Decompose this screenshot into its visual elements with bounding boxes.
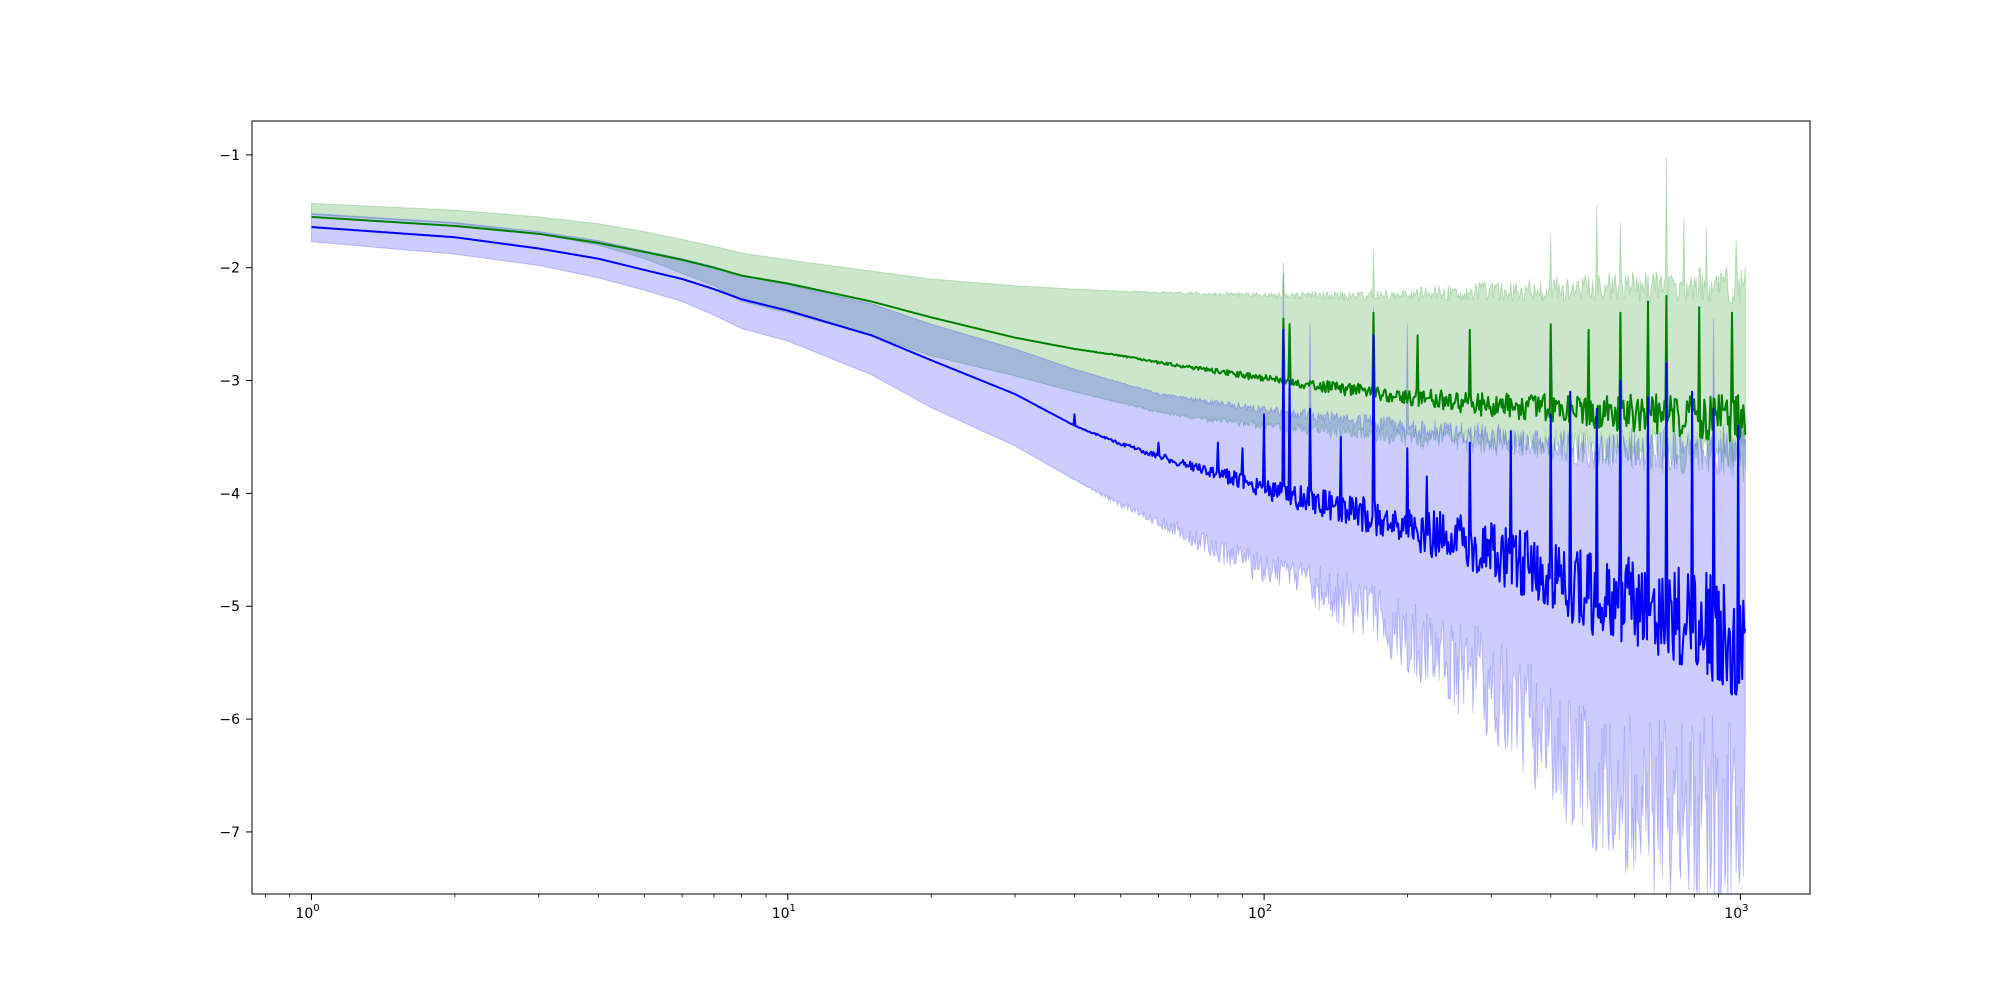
y-tick-label: −7 bbox=[219, 825, 240, 841]
y-tick-label: −4 bbox=[219, 486, 240, 502]
y-tick-label: −1 bbox=[219, 148, 240, 164]
x-tick-base: 10 bbox=[1724, 906, 1742, 922]
y-tick-label: −6 bbox=[219, 712, 240, 728]
series-1-line bbox=[311, 226, 1747, 696]
series-0-line bbox=[311, 215, 1747, 442]
x-tick-base: 10 bbox=[295, 906, 313, 922]
x-tick-label: 101 bbox=[772, 903, 796, 922]
x-tick-label: 100 bbox=[295, 903, 319, 922]
x-tick-base: 10 bbox=[772, 906, 790, 922]
x-tick-label: 102 bbox=[1248, 903, 1272, 922]
series-1-band bbox=[311, 212, 1746, 894]
y-tick-label: −2 bbox=[219, 261, 240, 277]
x-tick-base: 10 bbox=[1248, 906, 1266, 922]
y-tick-label: −3 bbox=[219, 374, 240, 390]
x-tick-exponent: 3 bbox=[1742, 903, 1748, 914]
x-tick-exponent: 2 bbox=[1266, 903, 1272, 914]
axes-frame bbox=[251, 120, 1811, 895]
x-tick-exponent: 1 bbox=[790, 903, 796, 914]
y-tick-label: −5 bbox=[219, 599, 240, 615]
x-tick-label: 103 bbox=[1724, 903, 1748, 922]
plot-area bbox=[311, 157, 1747, 894]
x-tick-exponent: 0 bbox=[313, 903, 319, 914]
